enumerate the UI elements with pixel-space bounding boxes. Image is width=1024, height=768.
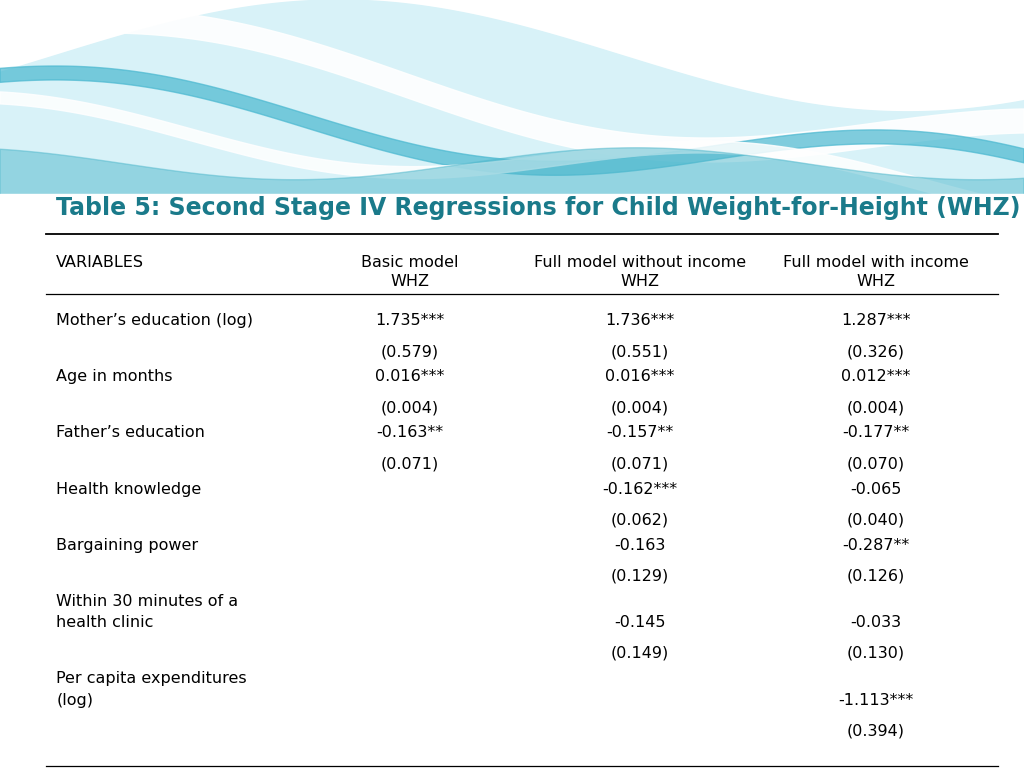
Text: 1.287***: 1.287*** bbox=[841, 313, 910, 329]
Text: -0.177**: -0.177** bbox=[842, 425, 909, 441]
Text: -0.162***: -0.162*** bbox=[602, 482, 678, 497]
Text: (0.062): (0.062) bbox=[611, 512, 669, 528]
Text: 0.012***: 0.012*** bbox=[841, 369, 910, 385]
Text: (0.004): (0.004) bbox=[611, 400, 669, 415]
Text: WHZ: WHZ bbox=[856, 274, 895, 290]
Text: WHZ: WHZ bbox=[390, 274, 429, 290]
Text: Per capita expenditures: Per capita expenditures bbox=[56, 671, 247, 687]
Text: (0.126): (0.126) bbox=[847, 568, 904, 584]
Text: WHZ: WHZ bbox=[621, 274, 659, 290]
Text: (log): (log) bbox=[56, 693, 93, 708]
Text: Mother’s education (log): Mother’s education (log) bbox=[56, 313, 253, 329]
Text: (0.004): (0.004) bbox=[847, 400, 904, 415]
Text: (0.579): (0.579) bbox=[381, 344, 438, 359]
Text: (0.130): (0.130) bbox=[847, 646, 904, 661]
Text: Table 5: Second Stage IV Regressions for Child Weight-for-Height (WHZ): Table 5: Second Stage IV Regressions for… bbox=[56, 196, 1021, 220]
Text: Full model without income: Full model without income bbox=[534, 255, 746, 270]
Text: (0.326): (0.326) bbox=[847, 344, 904, 359]
Text: VARIABLES: VARIABLES bbox=[56, 255, 144, 270]
Text: 0.016***: 0.016*** bbox=[375, 369, 444, 385]
Text: 1.736***: 1.736*** bbox=[605, 313, 675, 329]
Text: 1.735***: 1.735*** bbox=[375, 313, 444, 329]
Text: Health knowledge: Health knowledge bbox=[56, 482, 202, 497]
Text: (0.004): (0.004) bbox=[381, 400, 438, 415]
Text: Father’s education: Father’s education bbox=[56, 425, 205, 441]
Text: Bargaining power: Bargaining power bbox=[56, 538, 199, 553]
Text: (0.070): (0.070) bbox=[847, 456, 904, 472]
Text: -0.287**: -0.287** bbox=[842, 538, 909, 553]
Text: -0.163: -0.163 bbox=[614, 538, 666, 553]
Text: (0.071): (0.071) bbox=[611, 456, 669, 472]
Text: -0.065: -0.065 bbox=[850, 482, 901, 497]
Text: -0.157**: -0.157** bbox=[606, 425, 674, 441]
Text: health clinic: health clinic bbox=[56, 615, 154, 631]
Text: (0.040): (0.040) bbox=[847, 512, 904, 528]
Text: -1.113***: -1.113*** bbox=[838, 693, 913, 708]
Text: Full model with income: Full model with income bbox=[782, 255, 969, 270]
Text: (0.129): (0.129) bbox=[611, 568, 669, 584]
Text: (0.394): (0.394) bbox=[847, 723, 904, 739]
Text: Within 30 minutes of a: Within 30 minutes of a bbox=[56, 594, 239, 609]
Text: (0.551): (0.551) bbox=[611, 344, 669, 359]
Text: -0.145: -0.145 bbox=[614, 615, 666, 631]
Text: Age in months: Age in months bbox=[56, 369, 173, 385]
Text: 0.016***: 0.016*** bbox=[605, 369, 675, 385]
Text: (0.071): (0.071) bbox=[381, 456, 438, 472]
Text: -0.163**: -0.163** bbox=[376, 425, 443, 441]
Text: Basic model: Basic model bbox=[360, 255, 459, 270]
Text: -0.033: -0.033 bbox=[850, 615, 901, 631]
Text: (0.149): (0.149) bbox=[611, 646, 669, 661]
